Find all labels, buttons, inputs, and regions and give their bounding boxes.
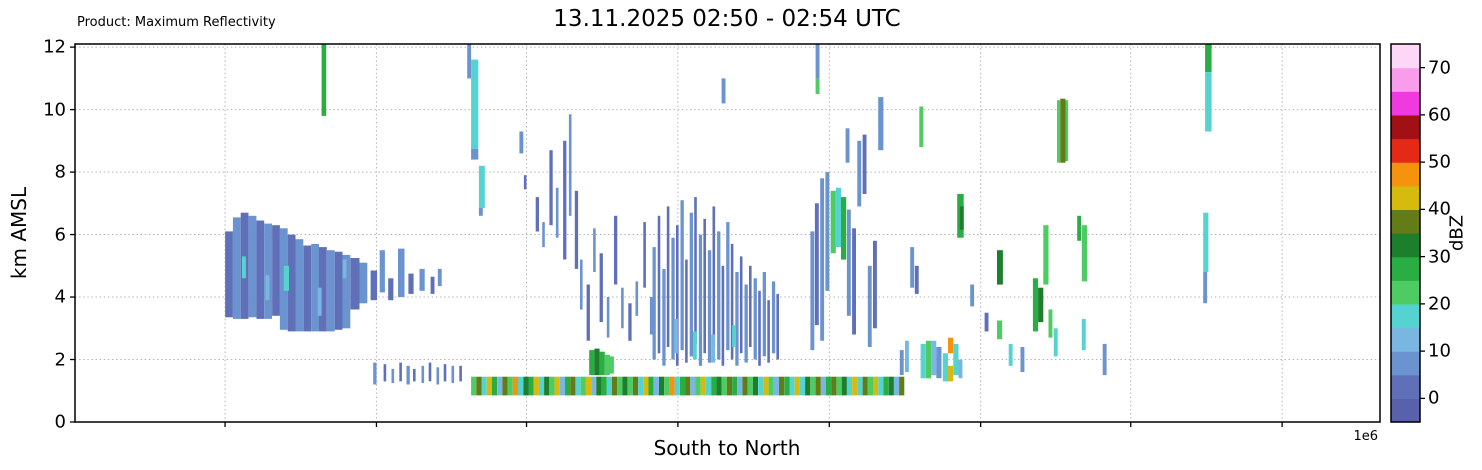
y-tick-label: 10 <box>43 99 66 121</box>
colorbar-tick-label: 20 <box>1428 293 1451 315</box>
y-tick-label: 8 <box>54 161 66 183</box>
chart-title: 13.11.2025 02:50 - 02:54 UTC <box>553 6 901 32</box>
colorbar-tick-label: 0 <box>1428 387 1440 409</box>
y-tick-label: 2 <box>54 349 66 371</box>
x-axis-label: South to North <box>653 436 801 460</box>
y-tick-label: 0 <box>54 411 66 433</box>
colorbar-tick-label: 50 <box>1428 151 1451 173</box>
x-axis-offset-label: 1e6 <box>1353 429 1378 444</box>
colorbar-tick-label: 10 <box>1428 340 1451 362</box>
y-tick-label: 12 <box>43 36 66 58</box>
colorbar <box>1390 43 1425 423</box>
y-axis-label: km AMSL <box>7 186 31 280</box>
colorbar-label: dBZ <box>1446 214 1468 252</box>
colorbar-tick-label: 60 <box>1428 104 1451 126</box>
plot-area <box>70 43 1381 427</box>
colorbar-tick-label: 70 <box>1428 57 1451 79</box>
product-label: Product: Maximum Reflectivity <box>77 15 276 30</box>
y-tick-label: 4 <box>54 286 66 308</box>
